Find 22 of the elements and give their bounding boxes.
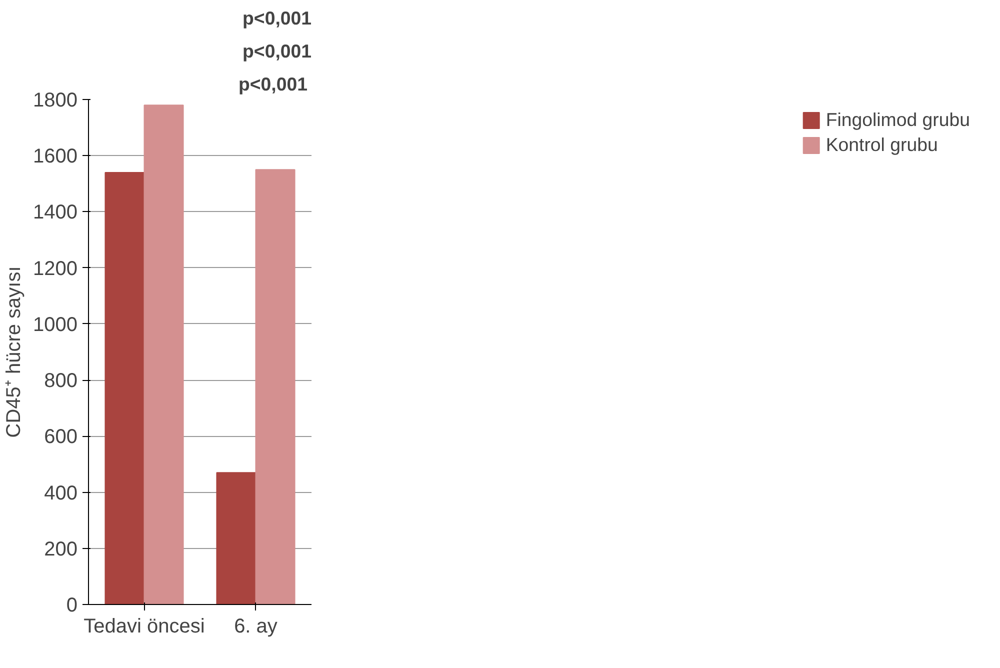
y-tick-label: 1800 (33, 90, 78, 112)
bar (255, 169, 296, 604)
x-tick-label: 6. ay (234, 616, 278, 638)
bar (216, 472, 256, 604)
y-tick-label: 1600 (33, 146, 78, 168)
y-tick-label: 1000 (33, 314, 78, 336)
x-tick-label: Tedavi öncesi (84, 616, 205, 638)
bar (104, 172, 145, 604)
y-tick-label: 600 (44, 426, 78, 448)
y-tick-label: 400 (44, 482, 78, 504)
text: p<0,001 (242, 8, 312, 28)
y-axis-title: CD45⁺ hücre sayısı (3, 266, 26, 438)
y-tick-label: 200 (44, 538, 78, 560)
text: p<0,001 (238, 74, 308, 94)
y-tick-label: 1200 (33, 258, 78, 280)
legend-label: Kontrol grubu (826, 134, 938, 156)
y-tick-label: 800 (44, 370, 78, 392)
bar (144, 104, 184, 604)
y-tick-label: 1400 (33, 202, 78, 224)
y-tick-label: 0 (66, 594, 78, 616)
text: p<0,001 (242, 40, 312, 62)
legend-label: Fingolimod grubu (826, 109, 970, 131)
